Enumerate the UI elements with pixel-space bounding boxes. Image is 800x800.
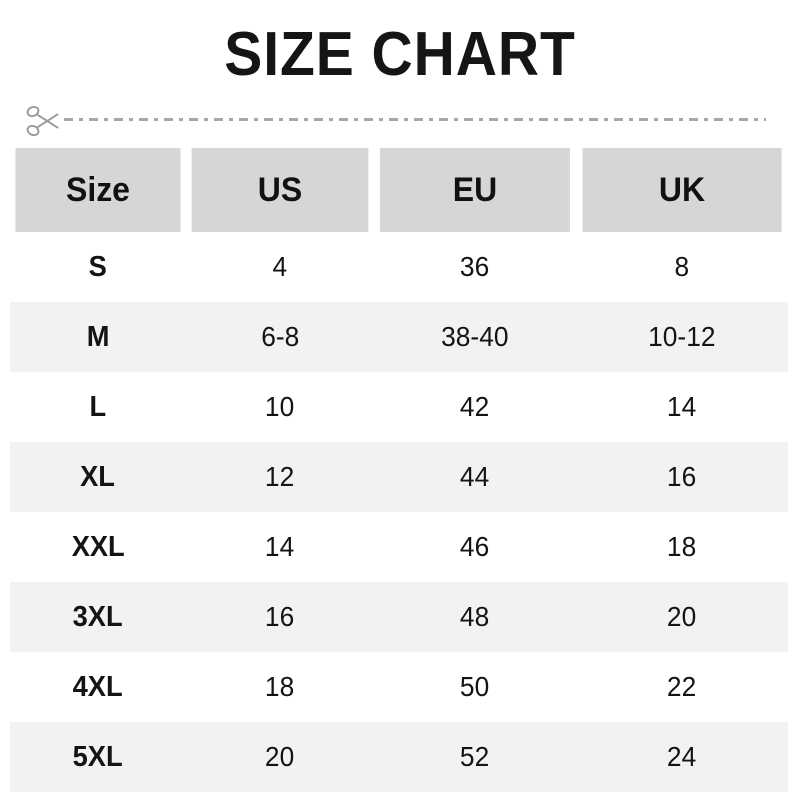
cell-us-text: 6-8 <box>260 321 300 352</box>
cell-size: 5XL <box>10 722 186 792</box>
cell-eu-text: 44 <box>460 461 490 492</box>
cell-eu-text: 52 <box>460 741 490 772</box>
cell-us: 20 <box>186 722 374 792</box>
cell-us: 12 <box>186 442 374 512</box>
cell-uk-text: 18 <box>667 531 697 562</box>
cell-us-text: 14 <box>265 531 295 562</box>
cell-size-text: M <box>86 320 110 353</box>
cell-us: 6-8 <box>186 302 374 372</box>
table-row: M 6-8 38-40 10-12 <box>10 302 788 372</box>
cell-uk: 20 <box>576 582 788 652</box>
cell-us-text: 10 <box>265 391 295 422</box>
cell-size-text: XXL <box>71 530 125 563</box>
column-header-eu: EU <box>380 148 570 232</box>
table-row: XL 12 44 16 <box>10 442 788 512</box>
cell-uk: 18 <box>576 512 788 582</box>
cell-us-text: 4 <box>272 251 288 282</box>
cell-eu-text: 36 <box>460 251 490 282</box>
table-row: S 4 36 8 <box>10 232 788 302</box>
cell-uk-text: 20 <box>667 601 697 632</box>
cell-size: 4XL <box>10 652 186 722</box>
table-row: 3XL 16 48 20 <box>10 582 788 652</box>
cell-uk: 24 <box>576 722 788 792</box>
cell-us-text: 12 <box>265 461 295 492</box>
column-header-us: US <box>191 148 369 232</box>
cell-size: 3XL <box>10 582 186 652</box>
cell-uk-text: 10-12 <box>648 321 716 352</box>
dashed-cut-rule <box>64 118 766 121</box>
size-chart-table: Size US EU UK S 4 36 8 M 6-8 38-40 10-12 L 10 42 14… <box>10 148 788 792</box>
cell-uk: 16 <box>576 442 788 512</box>
cell-uk-text: 24 <box>667 741 697 772</box>
cell-us-text: 20 <box>265 741 295 772</box>
table-row: 4XL 18 50 22 <box>10 652 788 722</box>
cell-uk: 8 <box>576 232 788 302</box>
cell-eu: 50 <box>374 652 576 722</box>
cell-size: S <box>10 232 186 302</box>
cell-size-text: 3XL <box>73 600 123 633</box>
table-body: S 4 36 8 M 6-8 38-40 10-12 L 10 42 14 XL 12 44 16 XXL 14 4… <box>10 232 788 792</box>
table-row: L 10 42 14 <box>10 372 788 442</box>
cell-size: L <box>10 372 186 442</box>
cell-eu: 44 <box>374 442 576 512</box>
cell-eu: 38-40 <box>374 302 576 372</box>
cell-uk-text: 22 <box>667 671 697 702</box>
scissors-icon <box>24 102 64 140</box>
cell-eu-text: 48 <box>460 601 490 632</box>
cell-size-text: 5XL <box>73 740 123 773</box>
cell-us-text: 16 <box>265 601 295 632</box>
cell-us: 18 <box>186 652 374 722</box>
cell-us: 16 <box>186 582 374 652</box>
cell-eu-text: 46 <box>460 531 490 562</box>
page-title: SIZE CHART <box>224 20 576 89</box>
table-row: XXL 14 46 18 <box>10 512 788 582</box>
cell-size: M <box>10 302 186 372</box>
table-row: 5XL 20 52 24 <box>10 722 788 792</box>
cell-uk: 10-12 <box>576 302 788 372</box>
cell-us: 14 <box>186 512 374 582</box>
cell-uk-text: 14 <box>667 391 697 422</box>
page-title-container: SIZE CHART <box>0 20 800 89</box>
cell-uk-text: 8 <box>674 251 690 282</box>
cell-eu: 36 <box>374 232 576 302</box>
cell-size-text: S <box>88 250 108 283</box>
cell-size: XXL <box>10 512 186 582</box>
cell-size: XL <box>10 442 186 512</box>
cell-size-text: XL <box>80 460 116 493</box>
cell-eu: 52 <box>374 722 576 792</box>
column-header-size: Size <box>15 148 181 232</box>
cell-eu: 48 <box>374 582 576 652</box>
cell-uk-text: 16 <box>667 461 697 492</box>
cell-size-text: L <box>89 390 107 423</box>
cell-eu-text: 50 <box>460 671 490 702</box>
cell-us: 10 <box>186 372 374 442</box>
table-header: Size US EU UK <box>10 148 788 232</box>
cell-eu-text: 38-40 <box>441 321 509 352</box>
cell-uk: 22 <box>576 652 788 722</box>
column-header-uk: UK <box>582 148 782 232</box>
cell-us: 4 <box>186 232 374 302</box>
cell-eu: 46 <box>374 512 576 582</box>
table-header-row: Size US EU UK <box>10 148 788 232</box>
cell-us-text: 18 <box>265 671 295 702</box>
cell-eu-text: 42 <box>460 391 490 422</box>
cell-uk: 14 <box>576 372 788 442</box>
cell-eu: 42 <box>374 372 576 442</box>
cell-size-text: 4XL <box>73 670 123 703</box>
cut-line <box>24 100 772 140</box>
